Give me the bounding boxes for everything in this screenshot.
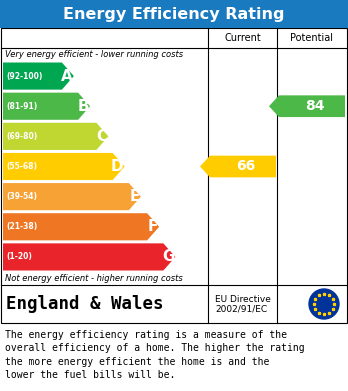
Text: E: E — [129, 189, 140, 204]
Text: Potential: Potential — [290, 33, 333, 43]
Text: (69-80): (69-80) — [6, 132, 37, 141]
Text: B: B — [78, 99, 89, 114]
Text: D: D — [111, 159, 124, 174]
Text: F: F — [148, 219, 158, 234]
Text: (1-20): (1-20) — [6, 253, 32, 262]
Polygon shape — [3, 123, 108, 150]
Text: EU Directive: EU Directive — [215, 294, 271, 303]
Polygon shape — [200, 156, 276, 178]
Text: England & Wales: England & Wales — [6, 295, 164, 313]
Polygon shape — [3, 93, 90, 120]
Polygon shape — [3, 153, 125, 180]
Polygon shape — [269, 95, 345, 117]
Polygon shape — [3, 63, 74, 90]
Text: Energy Efficiency Rating: Energy Efficiency Rating — [63, 7, 285, 22]
Text: (39-54): (39-54) — [6, 192, 37, 201]
Bar — [1, 28, 347, 323]
Text: 66: 66 — [236, 160, 255, 174]
Text: (92-100): (92-100) — [6, 72, 42, 81]
Text: G: G — [162, 249, 174, 264]
Text: Not energy efficient - higher running costs: Not energy efficient - higher running co… — [5, 274, 183, 283]
Text: (55-68): (55-68) — [6, 162, 37, 171]
Text: 84: 84 — [305, 99, 324, 113]
Text: Current: Current — [224, 33, 261, 43]
Polygon shape — [3, 243, 175, 271]
Polygon shape — [3, 213, 159, 240]
Text: (21-38): (21-38) — [6, 222, 37, 231]
Text: C: C — [96, 129, 108, 144]
Circle shape — [309, 289, 339, 319]
Text: 2002/91/EC: 2002/91/EC — [215, 305, 267, 314]
Text: (81-91): (81-91) — [6, 102, 37, 111]
Bar — [0, 0, 348, 28]
Text: The energy efficiency rating is a measure of the
overall efficiency of a home. T: The energy efficiency rating is a measur… — [5, 330, 304, 380]
Polygon shape — [3, 183, 141, 210]
Text: Very energy efficient - lower running costs: Very energy efficient - lower running co… — [5, 50, 183, 59]
Text: A: A — [61, 68, 73, 84]
